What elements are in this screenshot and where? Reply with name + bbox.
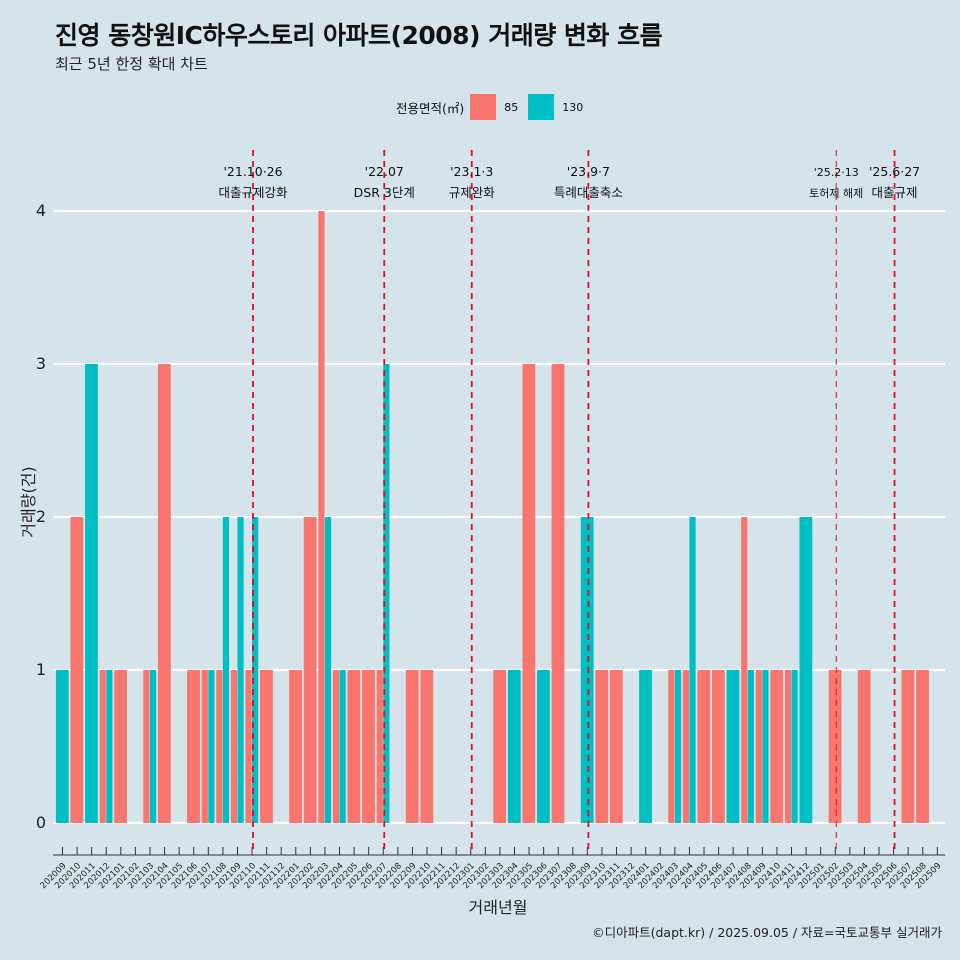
- legend-swatch-130: [528, 94, 555, 120]
- bar-85-202201: [289, 670, 302, 823]
- bar-85-202111: [260, 670, 273, 823]
- bar-130-202404: [689, 517, 696, 823]
- bar-85-202106: [187, 670, 200, 823]
- bar-85-202103: [143, 670, 150, 823]
- bar-85-202202: [303, 517, 317, 823]
- bar-85-202305: [522, 364, 536, 823]
- bar-130-202409: [762, 670, 769, 823]
- bar-85-202207: [376, 670, 383, 823]
- event-label-5: 토허제 해제: [809, 186, 863, 200]
- bar-85-202507: [901, 670, 915, 823]
- x-axis-title: 거래년월: [469, 898, 528, 917]
- bar-85-202210: [420, 670, 434, 823]
- bar-85-202307: [551, 364, 565, 823]
- legend-title: 전용면적(㎡): [396, 100, 465, 116]
- legend-label-85: 85: [504, 100, 519, 114]
- y-tick-label-0: 0: [36, 813, 46, 832]
- bar-85-202409: [755, 670, 762, 823]
- bar-85-202502: [828, 670, 842, 823]
- bar-85-202204: [332, 670, 340, 823]
- bar-130-202009: [55, 670, 69, 823]
- bar-85-202206: [362, 670, 375, 823]
- event-label-4: 특례대출축소: [554, 185, 623, 200]
- legend: 전용면적(㎡) 85 130: [396, 94, 593, 120]
- event-date-2: '22.07: [365, 164, 404, 179]
- bar-85-202101: [114, 670, 128, 823]
- chart-title: 진영 동창원IC하우스토리 아파트(2008) 거래량 변화 흐름: [55, 21, 663, 50]
- bar-130-202304: [507, 670, 521, 823]
- bar-130-202204: [339, 670, 346, 823]
- bar-85-202303: [493, 670, 507, 823]
- bar-85-202012: [99, 670, 106, 823]
- bar-85-202406: [712, 670, 725, 823]
- y-tick-label-1: 1: [36, 660, 46, 679]
- bar-130-202306: [537, 670, 550, 823]
- chart-subtitle: 최근 5년 한정 확대 차트: [55, 55, 208, 73]
- bar-85-202209: [405, 670, 419, 823]
- source-caption: ©디아파트(dapt.kr) / 2025.09.05 / 자료=국토교통부 실…: [592, 925, 942, 940]
- bar-85-202010: [70, 517, 84, 823]
- y-axis-title: 거래량(건): [19, 466, 38, 537]
- bar-130-202109: [237, 517, 244, 823]
- bar-85-202508: [916, 670, 929, 823]
- bar-85-202411: [784, 670, 792, 823]
- bar-85-202108: [216, 670, 223, 823]
- bar-130-202207: [383, 364, 390, 823]
- bar-130-202108: [222, 517, 230, 823]
- bar-85-202205: [347, 670, 361, 823]
- event-label-1: 대출규제강화: [219, 185, 289, 200]
- bar-85-202408: [741, 517, 748, 823]
- y-tick-label-3: 3: [36, 354, 46, 373]
- legend-swatch-85: [470, 94, 497, 120]
- bar-130-202011: [85, 364, 98, 823]
- event-label-2: DSR 3단계: [354, 185, 415, 200]
- bar-130-202403: [674, 670, 682, 823]
- event-label-3: 규제완화: [449, 185, 496, 200]
- bar-130-202110: [252, 517, 259, 823]
- y-tick-label-2: 2: [36, 507, 46, 526]
- bar-130-202107: [208, 670, 215, 823]
- event-date-3: '23.1·3: [450, 164, 493, 179]
- bar-85-202410: [770, 670, 784, 823]
- bar-130-202412: [799, 517, 813, 823]
- event-date-5: '25.2·13: [814, 166, 859, 179]
- event-label-6: 대출규제: [872, 185, 918, 200]
- bar-85-202311: [609, 670, 623, 823]
- bar-130-202408: [747, 670, 754, 823]
- bar-85-202107: [201, 670, 208, 823]
- bar-130-202309: [580, 517, 594, 823]
- legend-label-130: 130: [562, 100, 584, 114]
- bar-85-202405: [697, 670, 711, 823]
- bar-85-202104: [157, 364, 171, 823]
- bar-130-202407: [726, 670, 740, 823]
- bar-130-202401: [639, 670, 652, 823]
- bar-85-202504: [857, 670, 871, 823]
- event-date-1: '21.10·26: [223, 164, 282, 179]
- event-date-4: '23.9·7: [567, 164, 610, 179]
- y-tick-label-4: 4: [36, 201, 46, 220]
- bar-130-202411: [791, 670, 798, 823]
- bar-130-202103: [149, 670, 157, 823]
- bar-85-202310: [595, 670, 609, 823]
- bar-85-202403: [668, 670, 675, 823]
- bar-85-202109: [230, 670, 238, 823]
- bar-130-202203: [324, 517, 332, 823]
- bar-85-202203: [318, 211, 325, 823]
- bar-85-202110: [245, 670, 252, 823]
- event-date-6: '25.6·27: [869, 164, 920, 179]
- bar-85-202404: [682, 670, 690, 823]
- bar-130-202012: [106, 670, 113, 823]
